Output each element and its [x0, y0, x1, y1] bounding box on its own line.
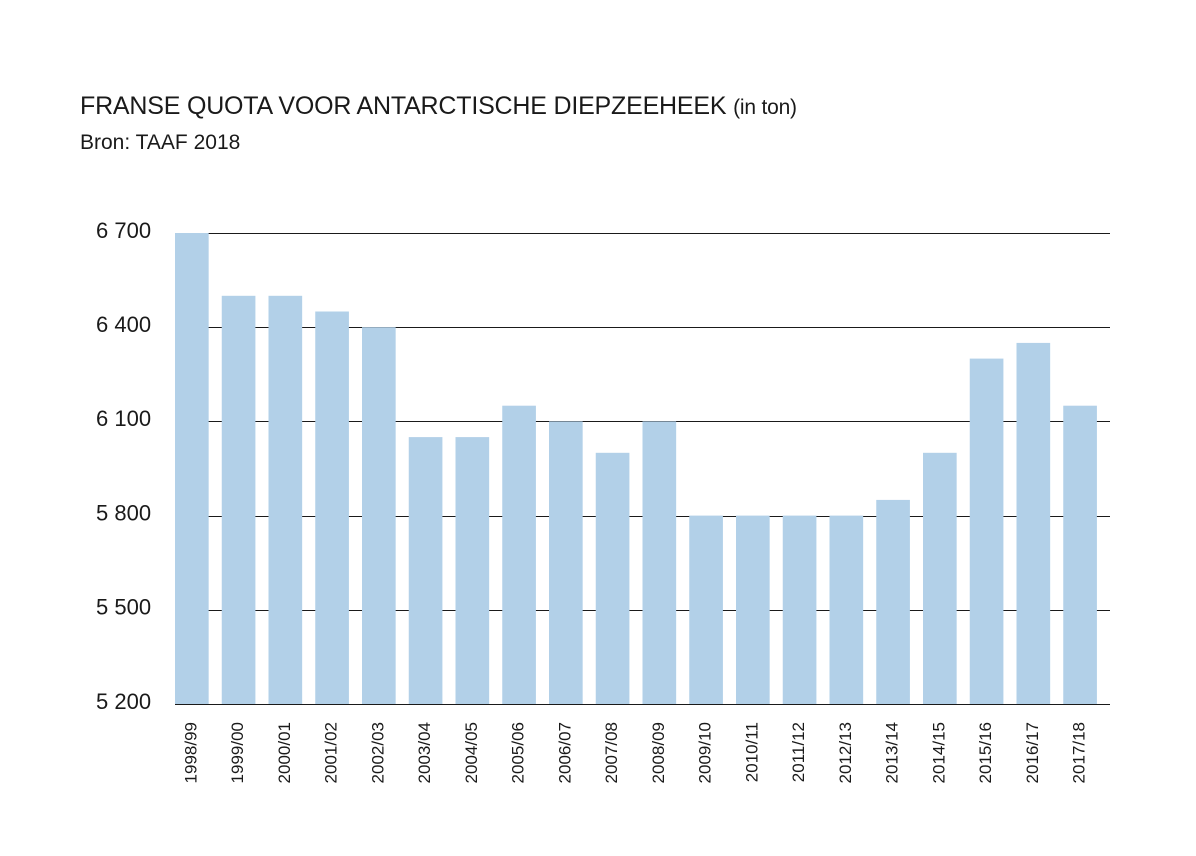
x-tick-label: 2008/09 — [649, 722, 668, 783]
y-tick-label: 5 800 — [96, 500, 151, 525]
bars — [175, 233, 1097, 704]
bar — [1016, 342, 1051, 704]
chart-title-text: FRANSE QUOTA VOOR ANTARCTISCHE DIEPZEEHE… — [80, 92, 727, 120]
chart-source: Bron: TAAF 2018 — [80, 131, 241, 154]
x-tick-label: 2004/05 — [462, 722, 481, 783]
x-tick-label: 2013/14 — [883, 722, 902, 783]
bar — [876, 499, 910, 704]
x-tick-label: 2010/11 — [742, 722, 761, 782]
bar — [923, 452, 957, 704]
x-tick-label: 2015/16 — [976, 722, 995, 783]
x-tick-label: 2017/18 — [1070, 722, 1089, 783]
x-tick-label: 2002/03 — [368, 722, 387, 783]
bar — [362, 327, 396, 704]
x-tick-label: 2012/13 — [836, 722, 855, 783]
bar — [782, 515, 817, 704]
bar — [736, 515, 770, 704]
bar — [969, 358, 1004, 704]
bar — [642, 421, 677, 704]
bar — [549, 421, 583, 704]
y-tick-label: 6 400 — [96, 312, 151, 337]
bar — [315, 311, 349, 704]
x-tick-label: 2014/15 — [929, 722, 948, 783]
x-tick-label: 2011/12 — [789, 722, 808, 782]
bar — [502, 405, 536, 704]
bar — [408, 437, 443, 704]
x-tick-label: 2006/07 — [555, 722, 574, 783]
bar — [455, 437, 490, 704]
bar — [175, 233, 209, 704]
chart-title-unit: (in ton) — [733, 96, 797, 119]
x-tick-label: 2005/06 — [509, 722, 528, 783]
x-tick-label: 2009/10 — [696, 722, 715, 783]
y-tick-label: 6 100 — [96, 406, 151, 431]
y-tick-label: 5 500 — [96, 595, 151, 620]
x-tick-label: 2001/02 — [322, 722, 341, 783]
bar — [829, 515, 864, 704]
y-tick-label: 6 700 — [96, 218, 151, 243]
y-axis-labels: 5 200 5 500 5 800 6 100 6 400 6 700 — [96, 218, 151, 714]
x-tick-label: 2003/04 — [415, 722, 434, 783]
x-tick-label: 2007/08 — [602, 722, 621, 783]
x-tick-label: 1998/99 — [181, 722, 200, 783]
x-tick-label: 2000/01 — [275, 722, 294, 783]
y-tick-label: 5 200 — [96, 689, 151, 714]
bar — [221, 295, 256, 704]
bar — [1063, 405, 1097, 704]
chart-title: FRANSE QUOTA VOOR ANTARCTISCHE DIEPZEEHE… — [80, 92, 797, 121]
x-tick-label: 1999/00 — [228, 722, 247, 783]
bar — [595, 452, 630, 704]
x-tick-label: 2016/17 — [1023, 722, 1042, 783]
bar — [689, 515, 723, 704]
bar — [268, 295, 303, 704]
x-axis-labels: 1998/99 1999/00 2000/01 2001/02 2002/03 2003/… — [181, 722, 1088, 783]
